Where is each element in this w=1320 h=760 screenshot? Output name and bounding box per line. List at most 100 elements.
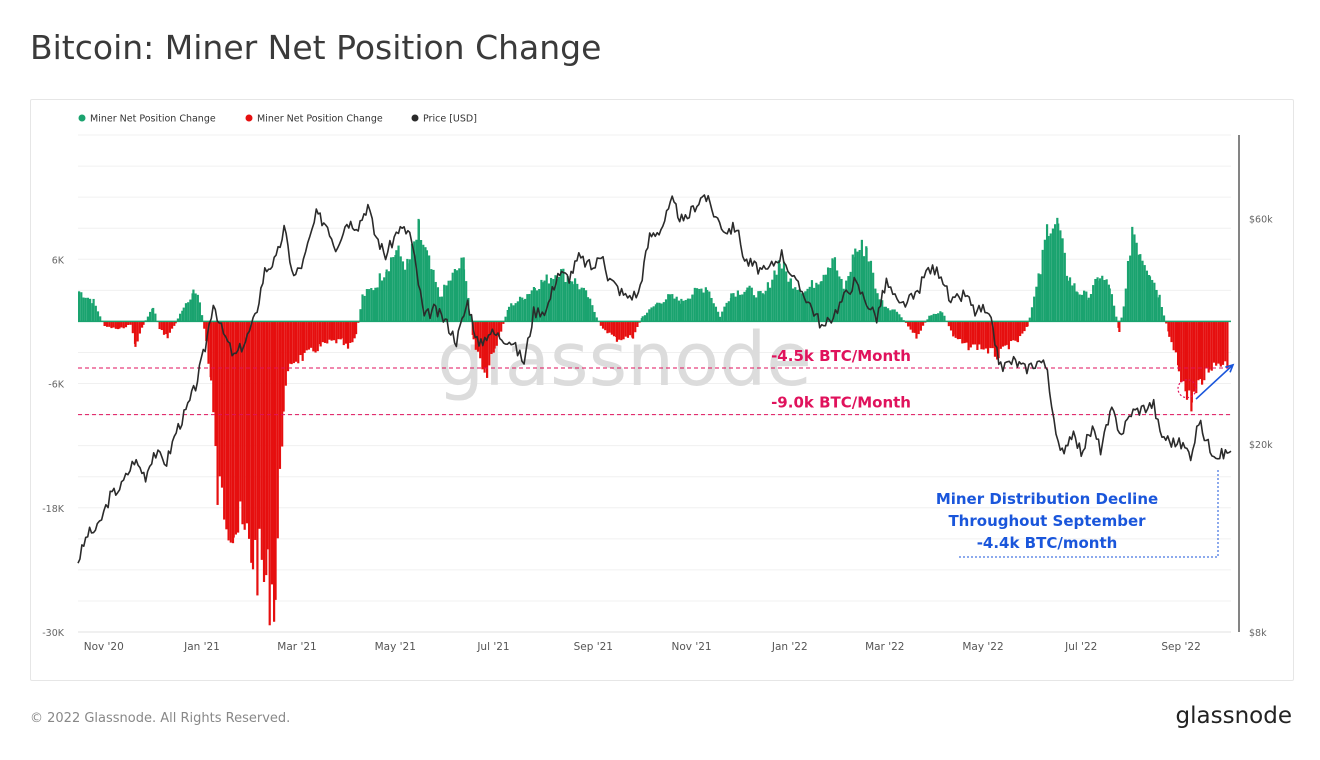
net-position-bar	[305, 321, 308, 351]
net-position-bar	[349, 321, 352, 343]
net-position-bar	[254, 321, 257, 540]
net-position-bar	[1004, 321, 1007, 346]
net-position-bar	[1131, 226, 1134, 322]
net-position-bar	[612, 321, 616, 337]
net-position-bar	[684, 299, 687, 322]
net-position-bar	[247, 321, 251, 539]
net-position-bar	[251, 321, 255, 570]
net-position-bar	[829, 267, 832, 322]
net-position-bar	[886, 308, 890, 322]
net-position-bar	[554, 275, 557, 322]
net-position-bar	[1016, 321, 1020, 343]
net-position-bar	[1080, 294, 1084, 322]
net-position-bar	[458, 268, 461, 322]
net-position-bar	[236, 321, 240, 533]
net-position-bar	[752, 295, 756, 322]
net-position-bar	[629, 321, 632, 336]
net-position-bar	[984, 321, 987, 349]
net-position-bar	[173, 321, 176, 326]
net-position-bar	[1094, 278, 1097, 322]
net-position-bar	[389, 257, 393, 322]
net-position-bar	[881, 300, 884, 322]
net-position-bar	[483, 321, 487, 369]
net-position-bar	[401, 261, 405, 322]
net-position-bar	[700, 288, 703, 322]
net-position-bar	[978, 321, 981, 345]
net-position-bar	[220, 321, 224, 488]
net-position-bar	[997, 321, 1000, 359]
net-position-bar	[999, 321, 1002, 349]
net-position-bar	[624, 321, 627, 337]
net-position-bar	[989, 321, 992, 349]
net-position-bar	[930, 315, 933, 322]
net-position-bar	[312, 321, 315, 352]
net-position-bar	[571, 281, 574, 322]
net-position-bar	[622, 321, 625, 340]
net-position-bar	[455, 270, 459, 322]
net-position-bar	[804, 291, 807, 322]
net-position-bar	[218, 321, 221, 477]
net-position-bar	[465, 281, 468, 322]
net-position-bar	[273, 321, 276, 622]
net-position-bar	[200, 315, 204, 322]
net-position-bar	[1098, 278, 1102, 322]
net-position-bar	[842, 292, 846, 322]
net-position-bar	[1043, 239, 1046, 322]
net-position-bar	[813, 287, 816, 322]
net-position-bar	[926, 319, 929, 322]
net-position-bar	[1212, 321, 1216, 363]
net-position-bar	[342, 321, 345, 346]
net-position-bar	[956, 321, 960, 340]
net-position-bar	[780, 268, 783, 322]
copyright-text: © 2022 Glassnode. All Rights Reserved.	[30, 711, 291, 726]
net-position-bar	[227, 321, 230, 541]
net-position-bar	[949, 321, 953, 331]
net-position-bar	[680, 298, 683, 322]
net-position-bar	[695, 288, 699, 322]
annotation-bracket	[959, 470, 1219, 558]
net-position-bar	[243, 321, 246, 530]
net-position-bar	[736, 290, 739, 322]
net-position-bar	[1195, 321, 1198, 394]
net-position-bar	[867, 261, 870, 322]
net-position-bar	[299, 321, 302, 356]
net-position-bar	[1133, 234, 1136, 322]
net-position-bar	[560, 269, 563, 322]
net-position-bar	[176, 318, 180, 322]
net-position-bar	[1177, 321, 1181, 372]
net-position-bar	[1041, 249, 1044, 322]
net-position-bar	[1057, 223, 1060, 322]
net-position-bar	[268, 321, 271, 626]
x-axis-tick-label: Sep '22	[1161, 641, 1200, 653]
net-position-bar	[698, 288, 701, 322]
x-axis-tick-label: Mar '22	[865, 641, 904, 653]
net-position-bar	[526, 294, 529, 322]
annotations: -4.5k BTC/Month -9.0k BTC/Month Miner Dist…	[771, 347, 1235, 558]
net-position-bar	[91, 303, 94, 322]
net-position-bar	[440, 296, 444, 322]
net-position-bar	[869, 260, 873, 322]
net-position-bar	[932, 313, 935, 322]
net-position-bar	[415, 239, 418, 322]
net-position-bar	[432, 269, 435, 322]
net-position-bar	[1030, 307, 1034, 322]
net-position-bar	[328, 321, 331, 340]
net-position-bar	[965, 321, 968, 343]
net-position-bar	[422, 244, 425, 322]
net-position-bar	[518, 296, 522, 322]
net-position-bar	[380, 280, 384, 322]
net-position-bar	[664, 299, 668, 322]
net-position-bar	[134, 321, 137, 347]
net-position-bar	[1205, 321, 1208, 369]
net-position-bar	[540, 279, 543, 322]
net-position-bar	[1151, 279, 1154, 322]
net-position-bar	[1026, 321, 1029, 327]
net-position-bar	[723, 306, 726, 322]
x-axis-tick-label: Jul '21	[476, 641, 509, 653]
net-position-bar	[96, 311, 100, 322]
net-position-bar	[1162, 315, 1166, 322]
net-position-bar	[1180, 321, 1183, 383]
net-position-bar	[340, 321, 343, 339]
net-position-bar	[258, 321, 261, 529]
net-position-bar	[120, 321, 123, 328]
